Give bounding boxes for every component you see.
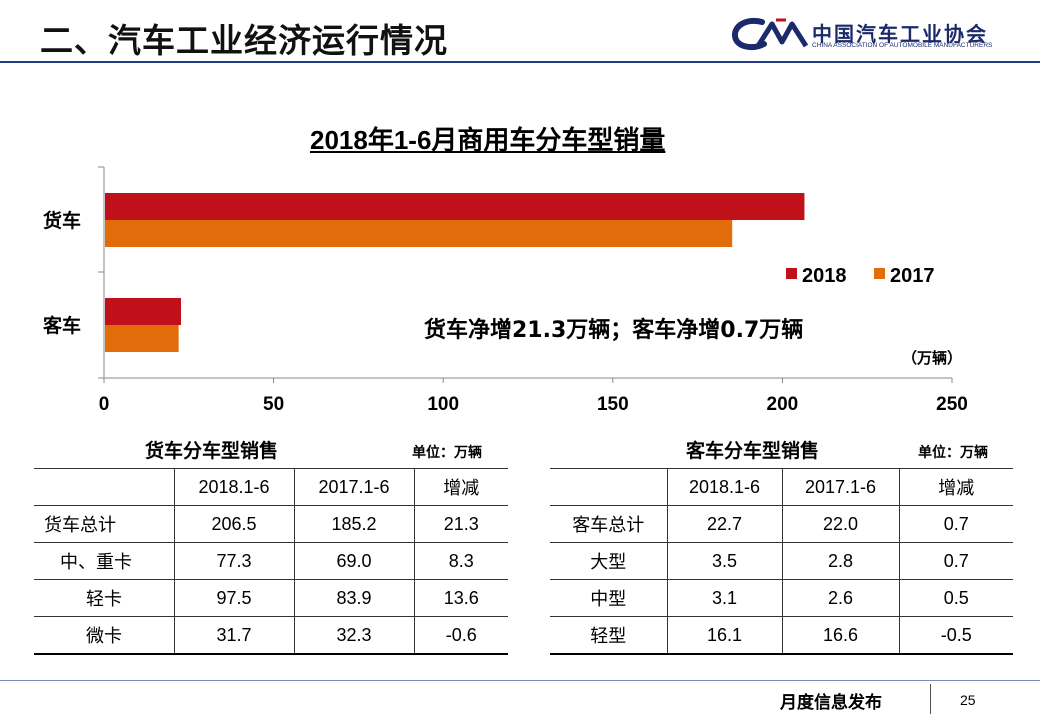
- table-cell: -0.6: [413, 616, 508, 655]
- bus-table-unit: 单位：万辆: [918, 445, 988, 461]
- table-row: 客车总计 22.7 22.0 0.7: [550, 505, 1013, 543]
- table-header-cell: 2017.1-6: [781, 468, 900, 506]
- table-row: 中型 3.1 2.6 0.5: [550, 579, 1013, 617]
- truck-table-title: 货车分车型销售: [145, 440, 279, 462]
- table-row-label: 货车总计: [34, 505, 175, 543]
- table-cell: 22.7: [666, 505, 783, 543]
- table-cell: -0.5: [898, 616, 1013, 655]
- table-row-label: 大型: [550, 542, 668, 580]
- truck-sales-table: 2018.1-6 2017.1-6 增减 货车总计 206.5 185.2 21.3 中、重卡…: [34, 468, 508, 655]
- x-tick-label: 0: [99, 394, 110, 415]
- table-cell: 2.8: [781, 542, 900, 580]
- table-row-label: 客车总计: [550, 505, 668, 543]
- table-header-cell: 2018.1-6: [173, 468, 295, 506]
- logo-text-en: CHINA ASSOCIATION OF AUTOMOBILE MANUFACT…: [812, 42, 993, 49]
- table-row-label: 微卡: [34, 616, 175, 655]
- table-row: 货车总计 206.5 185.2 21.3: [34, 505, 508, 543]
- legend-label-2017: 2017: [890, 265, 935, 287]
- table-header-cell: 2017.1-6: [293, 468, 415, 506]
- table-header-cell: [34, 468, 175, 506]
- header: 二、汽车工业经济运行情况 中国汽车工业协会 CHINA ASSOCIATION …: [0, 0, 1040, 72]
- table-cell: 3.1: [666, 579, 783, 617]
- footer-separator: [930, 684, 931, 714]
- table-cell: 8.3: [413, 542, 508, 580]
- table-header-row: 2018.1-6 2017.1-6 增减: [34, 468, 508, 506]
- bar-2018: [105, 193, 805, 220]
- header-divider: [0, 61, 1040, 63]
- table-cell: 77.3: [173, 542, 295, 580]
- chart-annotation: 货车净增21.3万辆；客车净增0.7万辆: [424, 317, 803, 343]
- table-row: 轻卡 97.5 83.9 13.6: [34, 579, 508, 617]
- table-header-cell: 增减: [413, 468, 508, 506]
- table-cell: 16.1: [666, 616, 783, 655]
- page-title: 二、汽车工业经济运行情况: [40, 21, 448, 60]
- bus-table-title: 客车分车型销售: [686, 440, 820, 462]
- table-cell: 13.6: [413, 579, 508, 617]
- table-cell: 69.0: [293, 542, 415, 580]
- logo-text-cn: 中国汽车工业协会: [812, 22, 988, 46]
- table-row-label: 轻卡: [34, 579, 175, 617]
- table-header-cell: 2018.1-6: [666, 468, 783, 506]
- table-row: 轻型 16.1 16.6 -0.5: [550, 616, 1013, 655]
- caam-logo: 中国汽车工业协会 CHINA ASSOCIATION OF AUTOMOBILE…: [732, 16, 1032, 56]
- table-cell: 21.3: [413, 505, 508, 543]
- table-cell: 83.9: [293, 579, 415, 617]
- x-tick-label: 100: [427, 394, 459, 415]
- table-cell: 0.7: [898, 542, 1013, 580]
- legend-swatch-2018: [786, 268, 797, 279]
- legend-label-2018: 2018: [802, 265, 847, 287]
- table-cell: 2.6: [781, 579, 900, 617]
- table-row: 微卡 31.7 32.3 -0.6: [34, 616, 508, 655]
- table-cell: 3.5: [666, 542, 783, 580]
- table-cell: 31.7: [173, 616, 295, 655]
- table-header-row: 2018.1-6 2017.1-6 增减: [550, 468, 1013, 506]
- table-row-label: 中、重卡: [34, 542, 175, 580]
- bar-2017: [105, 220, 733, 247]
- table-cell: 16.6: [781, 616, 900, 655]
- y-category-label: 货车: [43, 209, 81, 232]
- table-cell: 22.0: [781, 505, 900, 543]
- table-cell: 32.3: [293, 616, 415, 655]
- bar-2017: [105, 325, 179, 352]
- legend-swatch-2017: [874, 268, 885, 279]
- table-cell: 206.5: [173, 505, 295, 543]
- table-header-cell: [550, 468, 668, 506]
- x-axis-unit-label: （万辆）: [902, 349, 962, 367]
- caam-logo-icon: [732, 18, 809, 51]
- bar-2018: [105, 298, 181, 325]
- table-cell: 97.5: [173, 579, 295, 617]
- table-row: 中、重卡 77.3 69.0 8.3: [34, 542, 508, 580]
- chart-title: 2018年1-6月商用车分车型销量: [310, 125, 666, 155]
- footer-text: 月度信息发布: [780, 693, 882, 713]
- table-header-cell: 增减: [898, 468, 1013, 506]
- x-tick-label: 250: [936, 394, 968, 415]
- bus-sales-table: 2018.1-6 2017.1-6 增减 客车总计 22.7 22.0 0.7 大型 3.5 2.…: [550, 468, 1013, 655]
- table-row-label: 轻型: [550, 616, 668, 655]
- footer-divider: [0, 680, 1040, 681]
- table-row-label: 中型: [550, 579, 668, 617]
- x-tick-label: 200: [767, 394, 799, 415]
- y-category-label: 客车: [43, 314, 81, 337]
- table-cell: 0.7: [898, 505, 1013, 543]
- truck-table-unit: 单位：万辆: [412, 445, 482, 461]
- table-cell: 0.5: [898, 579, 1013, 617]
- x-tick-label: 150: [597, 394, 629, 415]
- table-cell: 185.2: [293, 505, 415, 543]
- x-tick-label: 50: [263, 394, 284, 415]
- table-row: 大型 3.5 2.8 0.7: [550, 542, 1013, 580]
- page-number: 25: [960, 692, 976, 708]
